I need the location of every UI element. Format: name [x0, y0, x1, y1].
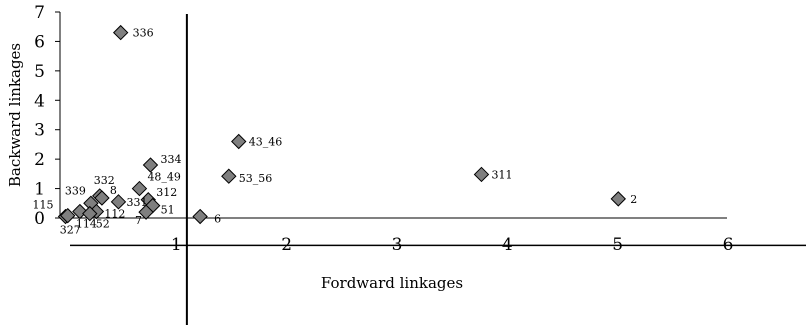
data-point-43_46 [232, 134, 246, 148]
data-label-312: 312 [156, 186, 177, 199]
x-axis-title: Fordward linkages [321, 274, 463, 292]
data-label-331: 331 [126, 196, 147, 209]
x-tick-label: 2 [281, 235, 292, 255]
data-label-48_49: 48_49 [147, 171, 181, 184]
data-label-52: 52 [96, 218, 110, 231]
y-tick-label: 4 [34, 91, 45, 111]
data-label-7: 7 [135, 214, 142, 227]
data-point-48_49 [132, 182, 146, 196]
data-point-6 [193, 210, 207, 224]
data-label-51: 51 [161, 204, 175, 217]
data-label-334: 334 [160, 153, 181, 166]
x-tick-label: 5 [612, 235, 623, 255]
y-ticks: 0 1 2 3 4 5 6 7 [34, 3, 60, 229]
data-label-115: 115 [33, 199, 54, 212]
x-tick-label: 1 [171, 235, 182, 255]
data-label-114: 114 [76, 218, 97, 231]
x-tick-label: 4 [502, 235, 513, 255]
data-label-336: 336 [133, 27, 154, 40]
y-tick-label: 2 [34, 150, 45, 170]
data-point-336 [114, 26, 128, 40]
y-tick-label: 3 [34, 121, 45, 141]
x-tick-label: 3 [392, 235, 403, 255]
y-tick-label: 7 [34, 3, 45, 23]
y-axis-title: Backward linkages [6, 43, 24, 187]
x-tick-label: 6 [723, 235, 734, 255]
data-label-43_46: 43_46 [249, 135, 282, 148]
data-point-53_56 [222, 169, 236, 183]
y-tick-label: 6 [34, 32, 45, 52]
data-point-2 [611, 192, 625, 206]
data-label-8: 8 [110, 184, 117, 197]
data-label-53_56: 53_56 [239, 172, 273, 185]
data-point-311 [474, 167, 488, 181]
y-tick-label: 0 [34, 209, 45, 229]
data-label-339: 339 [65, 184, 86, 197]
data-label-6: 6 [214, 213, 221, 226]
y-tick-label: 5 [34, 62, 45, 82]
y-tick-label: 1 [34, 180, 45, 200]
data-label-2: 2 [630, 193, 637, 206]
data-label-311: 311 [491, 168, 512, 181]
